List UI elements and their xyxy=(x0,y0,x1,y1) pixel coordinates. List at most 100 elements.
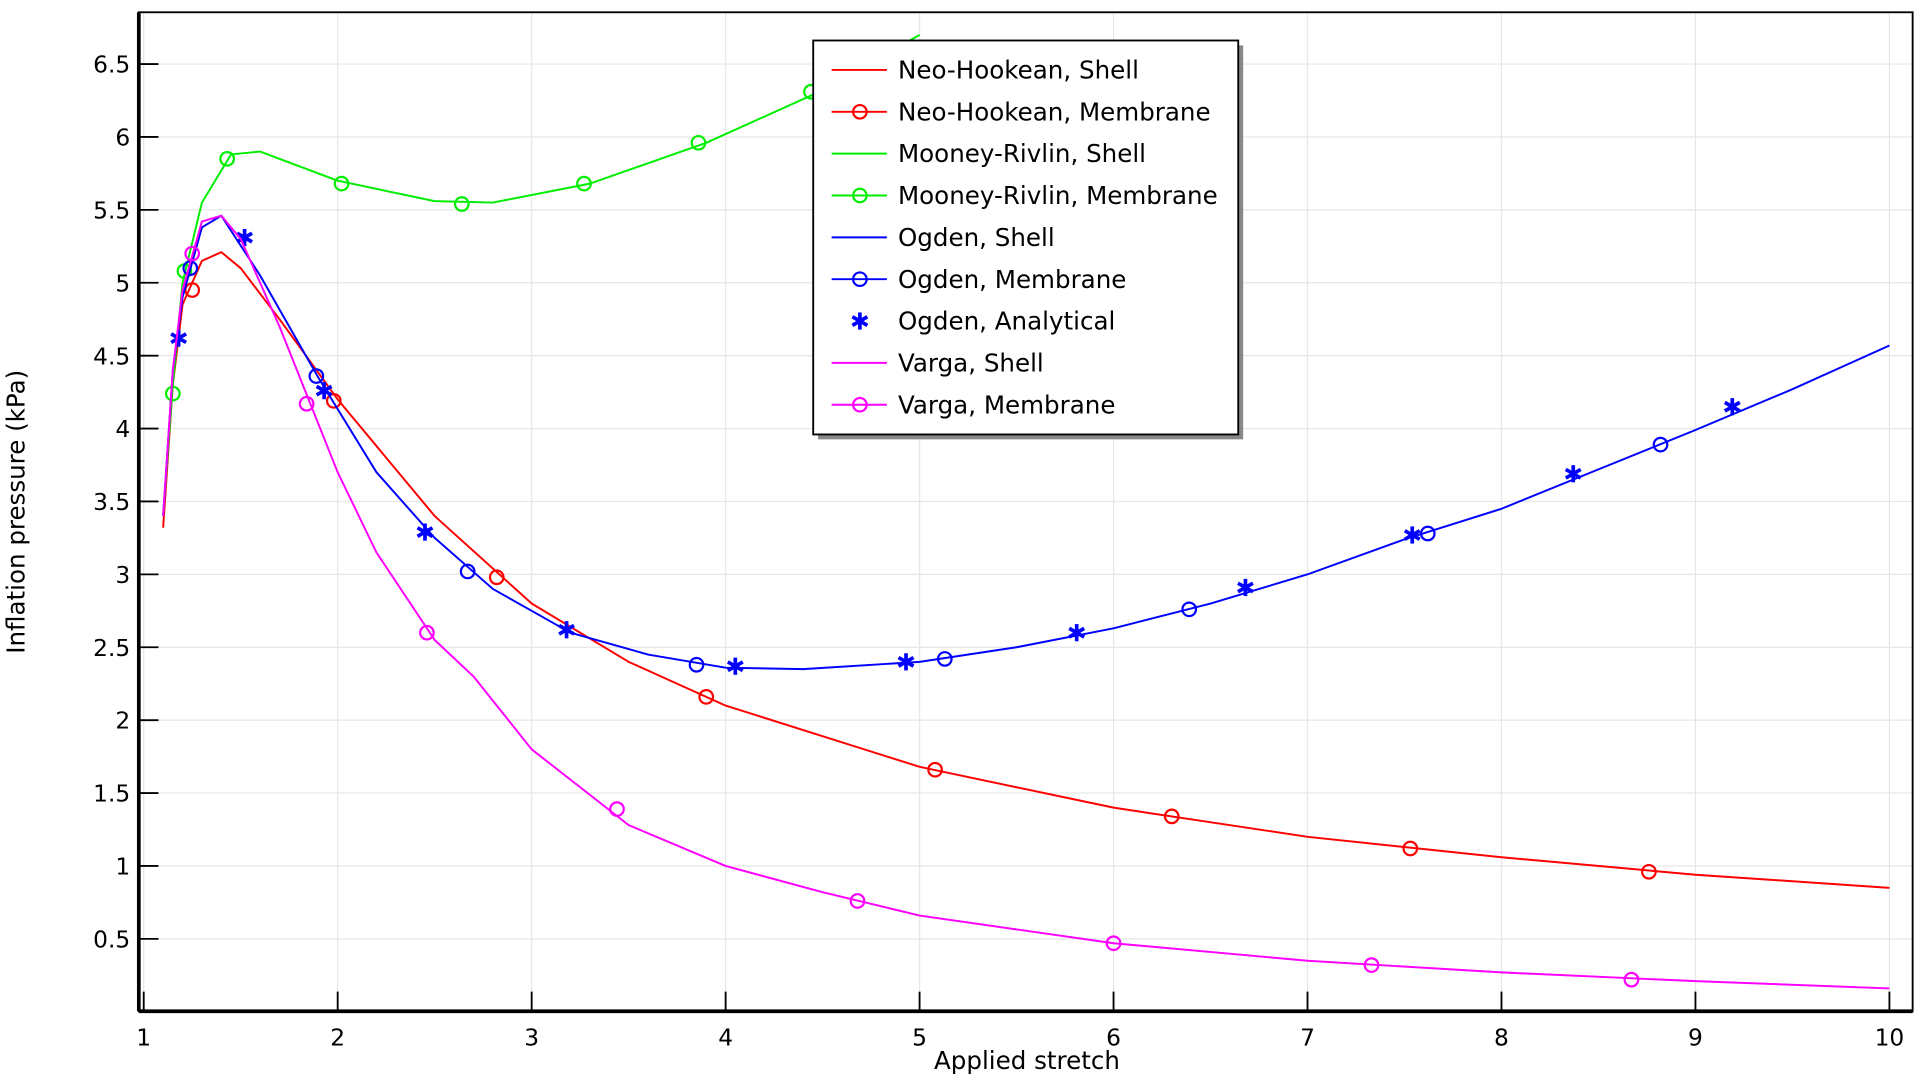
series-line-mooney-rivlin-shell xyxy=(162,34,921,517)
legend-entry-varga-shell: Varga, Shell xyxy=(831,349,1044,378)
legend-label: Ogden, Analytical xyxy=(898,307,1115,336)
data-point xyxy=(184,245,201,262)
y-tick-label: 5 xyxy=(115,270,130,297)
y-axis-label: Inflation pressure (kPa) xyxy=(2,370,31,654)
x-tick-label: 10 xyxy=(1875,1025,1905,1052)
y-tick-label: 2.5 xyxy=(93,635,130,662)
legend-entry-mooney-rivlin-shell: Mooney-Rivlin, Shell xyxy=(831,139,1146,168)
data-point xyxy=(1237,578,1254,597)
data-point xyxy=(927,761,943,778)
data-point xyxy=(184,282,201,298)
data-point xyxy=(219,150,235,167)
plot-area xyxy=(162,34,1890,990)
data-point xyxy=(1723,398,1741,416)
x-tick-label: 5 xyxy=(912,1025,927,1052)
series-ogden-analytical xyxy=(170,228,1741,675)
x-tick-label: 9 xyxy=(1688,1025,1703,1052)
data-point xyxy=(698,688,715,705)
y-tick-label: 4.5 xyxy=(93,343,130,370)
legend-marker-circle xyxy=(852,187,868,204)
legend-entry-neo-hookean-shell: Neo-Hookean, Shell xyxy=(831,56,1139,85)
x-tick-label: 2 xyxy=(330,1025,345,1052)
legend-marker-circle xyxy=(852,271,868,288)
legend-entry-varga-membrane: Varga, Membrane xyxy=(831,390,1115,419)
legend-label: Varga, Shell xyxy=(898,349,1044,378)
y-tick-label: 6.5 xyxy=(93,52,130,79)
data-point xyxy=(576,175,592,192)
y-tick-label: 6 xyxy=(115,125,130,152)
data-point xyxy=(1641,863,1657,880)
data-point xyxy=(1105,935,1122,952)
legend-label: Neo-Hookean, Shell xyxy=(898,56,1139,85)
y-tick-label: 3.5 xyxy=(93,489,130,516)
series-line-neo-hookean-shell xyxy=(162,251,1890,889)
series-neo-hookean-membrane xyxy=(184,282,1657,880)
data-point xyxy=(609,801,625,817)
data-point xyxy=(1623,971,1640,988)
data-point xyxy=(1402,840,1419,857)
series-line-varga-shell xyxy=(162,214,1890,990)
legend-entry-ogden-membrane: Ogden, Membrane xyxy=(831,265,1126,294)
x-tick-label: 3 xyxy=(524,1025,539,1052)
legend-entry-mooney-rivlin-membrane: Mooney-Rivlin, Membrane xyxy=(831,181,1218,210)
data-point xyxy=(236,228,253,247)
data-point xyxy=(488,569,505,586)
data-point xyxy=(849,893,866,909)
x-tick-label: 6 xyxy=(1106,1025,1121,1052)
y-tick-label: 1.5 xyxy=(93,781,130,808)
y-tick-label: 4 xyxy=(115,416,130,443)
legend-label: Mooney-Rivlin, Membrane xyxy=(898,181,1218,210)
data-point xyxy=(315,382,333,400)
legend: Neo-Hookean, Shell Neo-Hookean, Membrane M… xyxy=(812,39,1244,440)
y-tick-label: 2 xyxy=(115,708,130,735)
series-ogden-membrane xyxy=(182,260,1669,673)
legend-entry-ogden-analytical: Ogden, Analytical xyxy=(851,307,1115,336)
data-point xyxy=(453,196,470,212)
ticks: 1 2 3 4 5 6 7 8 9 10 0.5 1 1.5 2 2.5 3 3.5 4 4.5 5 5.5 6 6.5 xyxy=(93,52,1904,1052)
legend-marker-star xyxy=(851,312,869,330)
data-point xyxy=(690,134,707,151)
data-point xyxy=(333,175,350,192)
legend-entry-ogden-shell: Ogden, Shell xyxy=(831,223,1055,252)
data-point xyxy=(419,624,435,641)
legend-marker-circle xyxy=(852,396,868,413)
data-point xyxy=(688,656,705,673)
data-point xyxy=(459,563,476,580)
legend-label: Ogden, Shell xyxy=(898,223,1055,252)
legend-marker-circle xyxy=(852,103,868,120)
data-point xyxy=(1652,436,1669,453)
data-point xyxy=(325,393,342,409)
legend-label: Ogden, Membrane xyxy=(898,265,1126,294)
legend-label: Neo-Hookean, Membrane xyxy=(898,97,1211,126)
data-point xyxy=(416,523,434,541)
data-point xyxy=(558,621,575,639)
data-point xyxy=(1068,624,1086,642)
data-point xyxy=(726,657,744,675)
x-tick-label: 4 xyxy=(718,1025,733,1052)
y-tick-label: 1 xyxy=(115,854,130,881)
legend-label: Varga, Membrane xyxy=(898,390,1115,419)
y-tick-label: 5.5 xyxy=(93,197,130,224)
x-axis-label: Applied stretch xyxy=(934,1046,1120,1075)
data-point xyxy=(1181,601,1198,618)
data-point xyxy=(897,653,915,671)
data-point xyxy=(1564,465,1582,483)
x-tick-label: 8 xyxy=(1494,1025,1509,1052)
x-tick-label: 7 xyxy=(1300,1025,1315,1052)
data-point xyxy=(936,651,953,667)
data-point xyxy=(308,368,325,384)
y-tick-label: 3 xyxy=(115,562,130,589)
data-point xyxy=(170,329,188,347)
x-tick-label: 1 xyxy=(136,1025,151,1052)
data-point xyxy=(1403,526,1421,544)
data-point xyxy=(298,395,315,412)
series-varga-membrane xyxy=(184,245,1640,988)
data-point xyxy=(164,385,181,402)
series-mooney-rivlin-membrane xyxy=(164,83,819,402)
data-point xyxy=(1363,957,1380,973)
legend-label: Mooney-Rivlin, Shell xyxy=(898,139,1146,168)
y-tick-label: 0.5 xyxy=(93,926,130,953)
legend-entry-neo-hookean-membrane: Neo-Hookean, Membrane xyxy=(831,97,1211,126)
data-point xyxy=(1163,808,1180,825)
